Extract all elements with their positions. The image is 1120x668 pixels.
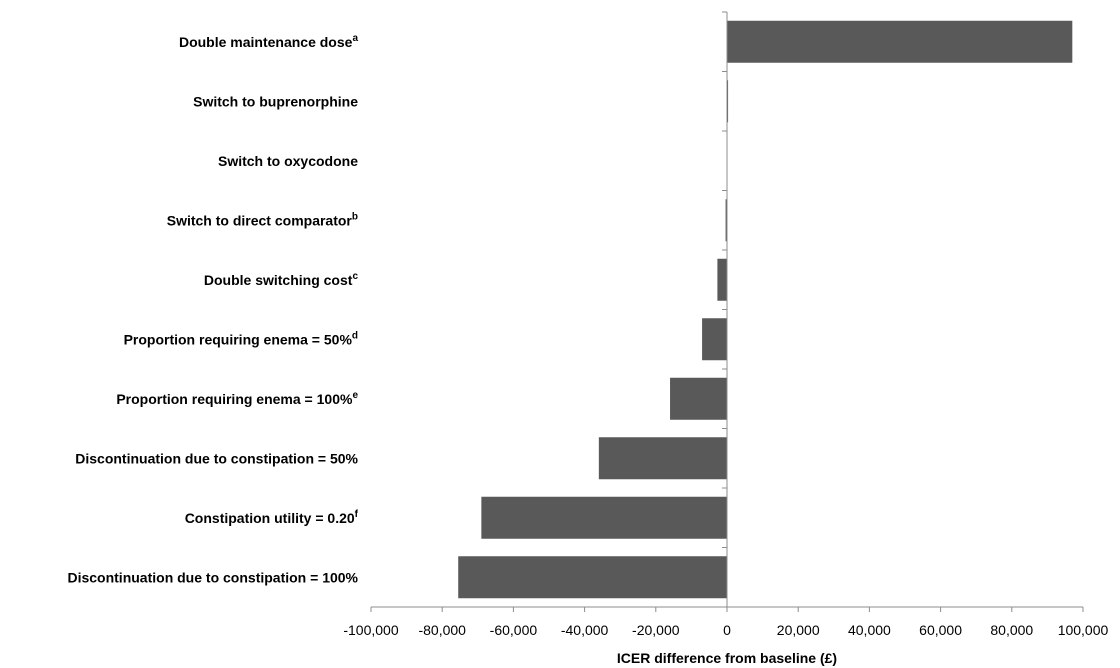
bar-5	[717, 258, 727, 301]
category-label-8: Discontinuation due to constipation = 50…	[75, 450, 358, 466]
category-label-9: Constipation utility = 0.20f	[185, 509, 359, 526]
x-tick-label: -100,000	[343, 622, 398, 638]
x-tick-label: 20,000	[777, 622, 820, 638]
footnote-marker: a	[352, 33, 358, 44]
x-tick-label: 60,000	[919, 622, 962, 638]
category-label-6: Proportion requiring enema = 50%d	[124, 330, 358, 347]
category-labels: Double maintenance dosea Switch to bupren…	[67, 33, 358, 586]
footnote-marker: f	[355, 509, 359, 520]
category-label-4: Switch to direct comparatorb	[167, 211, 358, 228]
bars-group	[458, 20, 1073, 599]
bar-9	[481, 496, 727, 539]
category-label-3: Switch to oxycodone	[218, 153, 358, 169]
category-label-1: Double maintenance dosea	[179, 33, 358, 50]
footnote-marker: e	[352, 390, 358, 401]
x-axis-title: ICER difference from baseline (£)	[617, 650, 837, 666]
bar-1	[727, 20, 1073, 63]
bar-8	[598, 437, 727, 480]
category-label-5: Double switching costc	[204, 271, 359, 288]
x-tick-label: 0	[723, 622, 731, 638]
bar-7	[670, 377, 727, 420]
x-ticks: -100,000 -80,000 -60,000 -40,000 -20,000 0 20,…	[343, 607, 1109, 638]
category-label-2: Switch to buprenorphine	[193, 93, 358, 109]
x-tick-label: -40,000	[561, 622, 609, 638]
category-label-7: Proportion requiring enema = 100%e	[116, 390, 358, 407]
x-tick-label: -20,000	[632, 622, 680, 638]
x-tick-label: -60,000	[490, 622, 538, 638]
bar-10	[458, 556, 727, 599]
bar-2	[727, 80, 729, 123]
x-tick-label: -80,000	[418, 622, 466, 638]
footnote-marker: b	[352, 211, 358, 222]
x-tick-label: 100,000	[1058, 622, 1109, 638]
category-label-10: Discontinuation due to constipation = 10…	[67, 569, 358, 585]
axes-group	[371, 11, 1083, 608]
footnote-marker: c	[352, 271, 358, 282]
footnote-marker: d	[352, 330, 358, 341]
x-tick-label: 80,000	[990, 622, 1033, 638]
bar-4	[725, 199, 727, 242]
x-tick-label: 40,000	[848, 622, 891, 638]
bar-6	[702, 318, 727, 361]
